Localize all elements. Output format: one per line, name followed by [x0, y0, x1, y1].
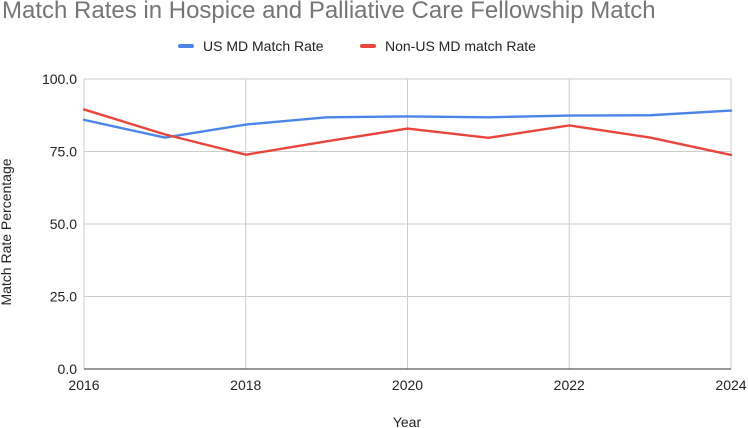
data-point-non-us-md[interactable]	[486, 135, 491, 140]
data-point-us-md[interactable]	[324, 115, 329, 120]
data-point-us-md[interactable]	[486, 115, 491, 120]
data-point-non-us-md[interactable]	[324, 139, 329, 144]
series-line-non-us-md[interactable]	[82, 108, 733, 157]
y-axis-title: Match Rate Percentage	[0, 158, 14, 305]
y-tick-label: 100.0	[42, 71, 77, 87]
series-lines	[82, 107, 734, 157]
data-point-us-md[interactable]	[567, 113, 572, 118]
chart-title: Match Rates in Hospice and Palliative Ca…	[2, 0, 656, 24]
data-point-non-us-md[interactable]	[243, 152, 248, 157]
x-axis-title: Year	[393, 414, 422, 428]
legend-swatch-non-us-md	[360, 44, 376, 48]
data-point-us-md[interactable]	[405, 114, 410, 119]
data-point-non-us-md[interactable]	[162, 132, 167, 137]
legend-label-non-us-md: Non-US MD match Rate	[385, 38, 536, 54]
x-tick-label: 2020	[392, 377, 423, 393]
grid-lines	[83, 78, 732, 369]
legend-item-us-md[interactable]: US MD Match Rate	[178, 38, 324, 54]
series-line-us-md[interactable]	[82, 109, 733, 139]
data-point-us-md[interactable]	[648, 113, 653, 118]
data-point-non-us-md[interactable]	[648, 135, 653, 140]
data-point-non-us-md[interactable]	[567, 123, 572, 128]
tick-labels: 0.0 25.0 50.0 75.0 100.0 2016 2018 2020 2022 2024	[42, 71, 747, 393]
x-tick-label: 2016	[68, 377, 99, 393]
data-point-us-md[interactable]	[729, 108, 734, 113]
data-point-non-us-md[interactable]	[405, 126, 410, 131]
data-point-non-us-md[interactable]	[729, 152, 734, 157]
y-tick-label: 75.0	[50, 144, 77, 160]
data-point-non-us-md[interactable]	[82, 107, 87, 112]
data-point-us-md[interactable]	[82, 117, 87, 122]
legend-swatch-us-md	[178, 44, 194, 48]
x-tick-label: 2018	[230, 377, 261, 393]
y-tick-label: 25.0	[50, 289, 77, 305]
legend-label-us-md: US MD Match Rate	[203, 38, 324, 54]
x-tick-label: 2024	[715, 377, 746, 393]
data-point-us-md[interactable]	[243, 122, 248, 127]
x-tick-label: 2022	[554, 377, 585, 393]
y-tick-label: 50.0	[50, 216, 77, 232]
legend-item-non-us-md[interactable]: Non-US MD match Rate	[360, 38, 536, 54]
y-tick-label: 0.0	[58, 361, 78, 377]
